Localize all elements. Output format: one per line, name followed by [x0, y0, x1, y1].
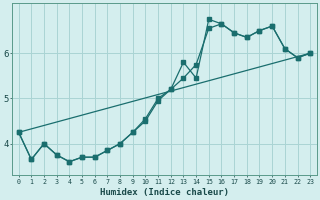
X-axis label: Humidex (Indice chaleur): Humidex (Indice chaleur) [100, 188, 229, 197]
